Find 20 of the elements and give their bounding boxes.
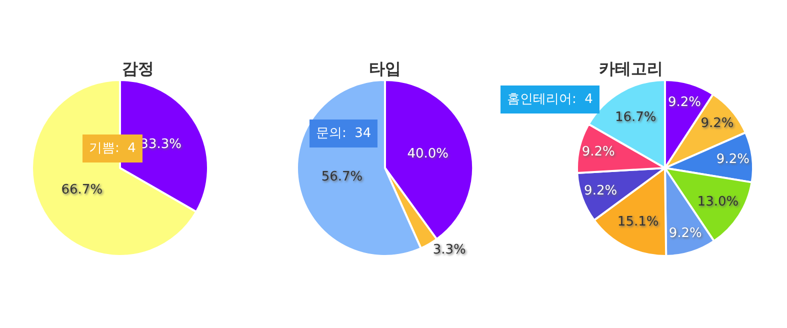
chart-title: 카테고리 — [599, 59, 663, 78]
data-label: 9.2% — [584, 184, 618, 199]
data-label: 66.7% — [61, 182, 103, 198]
data-label: 15.1% — [617, 214, 659, 230]
chart-title: 감정 — [122, 59, 154, 78]
text: 홈인테리어: 4 — [507, 92, 593, 107]
data-label: 9.2% — [582, 144, 615, 160]
data-label: 3.3% — [432, 242, 466, 258]
data-label: 33.3% — [140, 136, 182, 152]
text: 문의: 34 — [316, 126, 372, 141]
data-label: 9.2% — [716, 152, 750, 167]
data-label: 16.7% — [614, 110, 656, 125]
data-label: 9.2% — [700, 116, 734, 132]
text: 기쁨: 4 — [89, 141, 136, 156]
data-label: 40.0% — [407, 146, 449, 162]
data-label: 9.2% — [668, 94, 702, 110]
data-label: 9.2% — [668, 226, 702, 241]
data-label: 13.0% — [697, 194, 739, 210]
data-label: 56.7% — [321, 170, 363, 185]
chart-title: 타입 — [369, 59, 401, 78]
